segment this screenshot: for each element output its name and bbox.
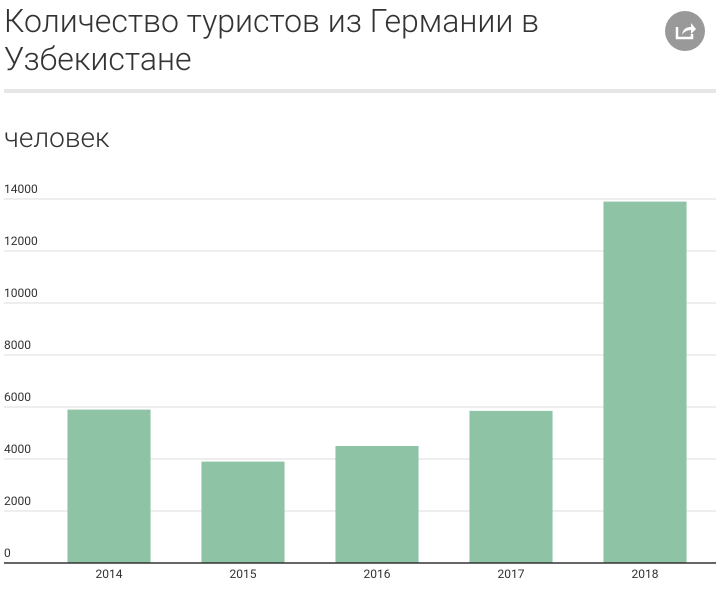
x-tick-label: 2016 [364, 567, 391, 581]
y-tick-label: 8000 [4, 338, 31, 352]
y-tick-label: 12000 [4, 234, 38, 248]
separator [4, 89, 716, 93]
chart-title: Количество туристов из Германии в Узбеки… [4, 2, 540, 78]
bar [603, 201, 687, 563]
y-tick-label: 4000 [4, 442, 31, 456]
bar [335, 446, 419, 563]
y-tick-label: 2000 [4, 494, 31, 508]
y-tick-label: 0 [4, 546, 11, 560]
y-tick-label: 10000 [4, 286, 38, 300]
bar [201, 461, 285, 563]
y-tick-label: 14000 [4, 182, 38, 196]
y-tick-label: 6000 [4, 390, 31, 404]
bar [469, 410, 553, 563]
x-tick-label: 2017 [498, 567, 525, 581]
x-tick-label: 2014 [96, 567, 123, 581]
x-tick-label: 2018 [632, 567, 659, 581]
share-icon [675, 27, 694, 40]
x-tick-label: 2015 [230, 567, 257, 581]
chart-subtitle: человек [4, 121, 110, 154]
share-arrow [682, 23, 696, 35]
bar [67, 409, 151, 563]
share-button[interactable] [665, 11, 705, 51]
